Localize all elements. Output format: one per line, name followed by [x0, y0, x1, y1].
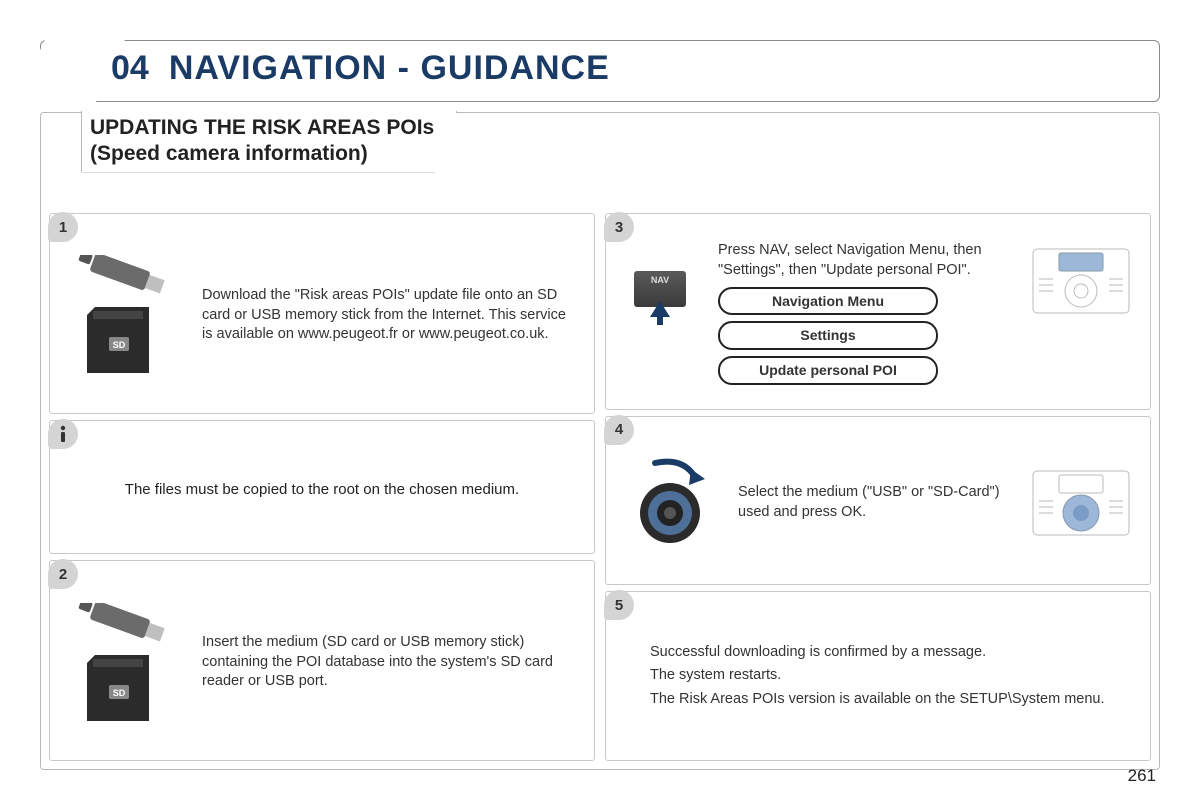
note-panel: The files must be copied to the root on … — [49, 420, 595, 554]
chapter-title: NAVIGATION - GUIDANCE — [169, 49, 610, 88]
svg-text:SD: SD — [113, 340, 126, 350]
svg-text:SD: SD — [113, 688, 126, 698]
section-title-box: UPDATING THE RISK AREAS POIs (Speed came… — [81, 111, 457, 173]
step-5-line2: The system restarts. — [650, 666, 1136, 686]
info-badge — [48, 419, 78, 449]
menu-item: Settings — [718, 321, 938, 350]
step-5-line1: Successful downloading is confirmed by a… — [650, 643, 1136, 663]
step-5-panel: 5 Successful downloading is confirmed by… — [605, 591, 1151, 761]
step-badge: 1 — [48, 212, 78, 242]
step-badge: 5 — [604, 590, 634, 620]
page-number: 261 — [1128, 766, 1156, 786]
note-text: The files must be copied to the root on … — [64, 481, 580, 498]
section-title-line1: UPDATING THE RISK AREAS POIs — [90, 115, 434, 141]
chapter-title-bar: 04 NAVIGATION - GUIDANCE — [40, 40, 1160, 102]
section-title-line2: (Speed camera information) — [90, 141, 434, 167]
step-badge: 4 — [604, 415, 634, 445]
menu-options: Navigation Menu Settings Update personal… — [718, 287, 1008, 386]
nav-button-icon: NAV — [620, 241, 700, 307]
step-2-panel: 2 SD — [49, 560, 595, 761]
step-4-panel: 4 Select the medium ("USB" or "SD-Card")… — [605, 416, 1151, 586]
step-5-line3: The Risk Areas POIs version is available… — [650, 690, 1136, 710]
menu-item: Navigation Menu — [718, 287, 938, 316]
console-diagram-icon — [1026, 241, 1136, 321]
step-2-text: Insert the medium (SD card or USB memory… — [202, 633, 580, 692]
step-1-panel: 1 SD — [49, 213, 595, 414]
step-3-text: Press NAV, select Navigation Menu, then … — [718, 241, 1008, 280]
menu-item: Update personal POI — [718, 356, 938, 385]
step-badge: 2 — [48, 559, 78, 589]
step-badge: 3 — [604, 212, 634, 242]
left-column: 1 SD — [49, 213, 595, 761]
step-1-text: Download the "Risk areas POIs" update fi… — [202, 286, 580, 345]
step-3-panel: 3 NAV Press NAV, select Navigation Menu,… — [605, 213, 1151, 410]
chapter-number: 04 — [111, 49, 149, 88]
console-diagram-icon — [1026, 463, 1136, 543]
right-column: 3 NAV Press NAV, select Navigation Menu,… — [605, 213, 1151, 761]
step-4-text: Select the medium ("USB" or "SD-Card") u… — [738, 483, 1008, 522]
usb-sd-icon: SD — [64, 603, 184, 723]
usb-sd-icon: SD — [64, 255, 184, 375]
rotary-dial-icon — [620, 453, 720, 553]
content-frame: UPDATING THE RISK AREAS POIs (Speed came… — [40, 112, 1160, 770]
